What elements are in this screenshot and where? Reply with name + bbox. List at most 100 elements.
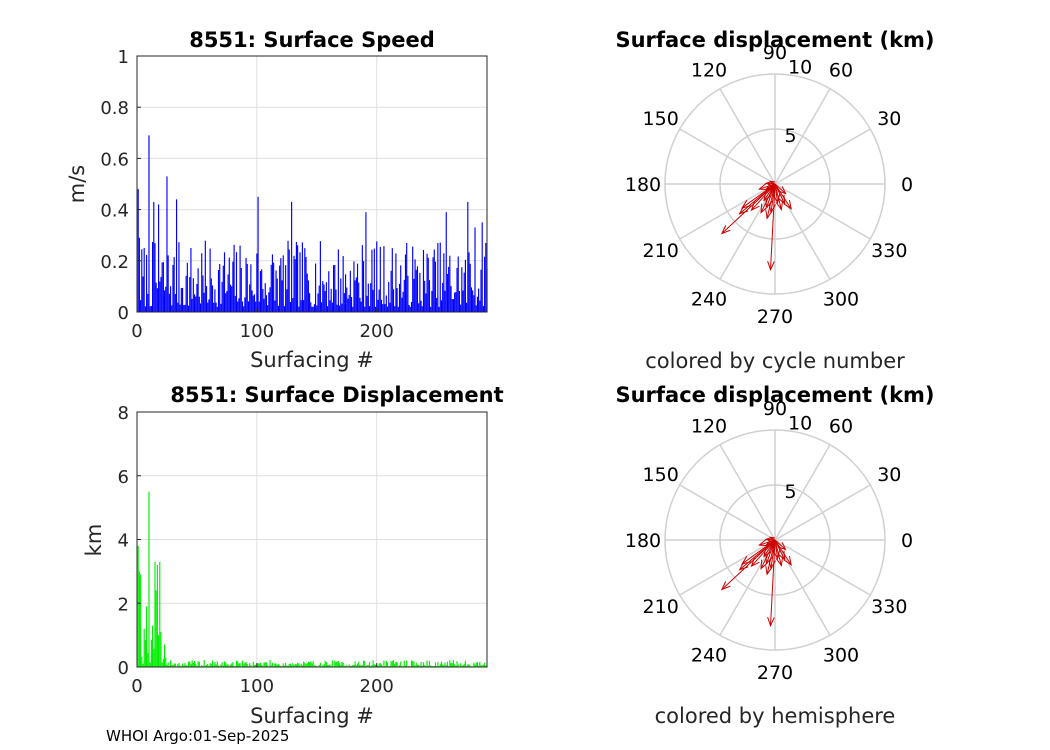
speed-ytick-label: 0 — [118, 303, 129, 324]
displacement-xlabel: Surfacing # — [250, 704, 374, 728]
polar-hemisphere-arrow-shaft — [766, 539, 776, 546]
polar-hemisphere-arrow-shaft — [721, 539, 776, 590]
displacement-bars — [137, 491, 488, 667]
polar-hemisphere-spoke — [774, 444, 831, 541]
polar-cycle-arrow-head — [768, 203, 776, 214]
displacement-gridlines — [137, 412, 487, 667]
polar-hemisphere-arrow-shaft — [774, 539, 786, 550]
polar-cycle-arrow-head — [765, 209, 773, 220]
polar-hemisphere-arrow-shaft — [766, 539, 776, 575]
polar-cycle-spoke — [719, 88, 776, 185]
polar-hemisphere-spoke — [679, 484, 776, 541]
polar-cycle-spoke — [774, 88, 831, 185]
polar-hemisphere-arrow-head — [775, 556, 784, 567]
polar-hemisphere-arrow-head — [760, 559, 769, 570]
polar-hemisphere-arrow-head — [765, 565, 773, 576]
polar-cycle-arrow-head — [783, 199, 792, 211]
polar-hemisphere-arrow-head — [750, 557, 760, 568]
polar-cycle-spoke — [679, 128, 776, 185]
speed-ticks: 0 100 200 0 0.2 0.4 0.6 0.8 1 — [100, 47, 394, 342]
speed-title: 8551: Surface Speed — [189, 28, 435, 52]
polar-cycle-arrow-shaft — [741, 183, 776, 209]
displacement-xtick-label: 0 — [131, 676, 142, 697]
speed-xtick-label: 200 — [360, 321, 394, 342]
polar-cycle-arrow-head — [765, 183, 773, 190]
polar-hemisphere-angle-label: 240 — [691, 644, 727, 666]
speed-ytick-label: 1 — [118, 47, 129, 68]
polar-hemisphere-arrow-head — [770, 540, 776, 548]
displacement-ticks: 0 100 200 0 2 4 6 8 — [118, 403, 394, 697]
polar-cycle-arrow-head — [767, 261, 775, 272]
polar-cycle-spoke — [774, 183, 831, 280]
polar-cycle-title: Surface displacement (km) — [615, 28, 934, 52]
polar-cycle-angle-label: 90 — [763, 42, 787, 64]
speed-bars — [137, 135, 488, 312]
polar-hemisphere-labels: 0 30 60 90 120 150 180 210 240 270 300 330 5 10 — [625, 398, 913, 684]
polar-hemisphere-arrow-head — [738, 561, 749, 571]
polar-cycle-angle-label: 180 — [625, 174, 661, 196]
polar-cycle-angle-label: 300 — [823, 288, 859, 310]
polar-hemisphere-angle-label: 180 — [625, 530, 661, 552]
polar-hemisphere-spoke — [679, 539, 776, 596]
speed-ytick-label: 0.8 — [100, 98, 129, 119]
polar-hemisphere-spoke — [774, 539, 871, 596]
polar-cycle-arrow-head — [758, 183, 769, 191]
polar-hemisphere-arrow-head — [772, 549, 781, 560]
polar-hemisphere-arrow-head — [720, 581, 731, 591]
polar-cycle-angle-label: 60 — [829, 60, 853, 82]
polar-hemisphere-title: Surface displacement (km) — [615, 383, 934, 407]
polar-cycle-arrow-shaft — [721, 183, 776, 234]
polar-hemisphere-angle-label: 90 — [763, 398, 787, 420]
polar-cycle-labels: 0 30 60 90 120 150 180 210 240 270 300 330 5 10 — [625, 42, 913, 328]
polar-cycle-arrow-head — [720, 225, 731, 235]
polar-cycle-spoke — [679, 183, 776, 240]
displacement-panel: 8551: Surface Displacement 0 100 20002468 … — [82, 383, 504, 728]
displacement-xtick-label: 100 — [240, 676, 274, 697]
polar-cycle-arrow-head — [770, 184, 776, 192]
polar-cycle-arrow-head — [775, 200, 784, 211]
polar-cycle-arrows — [720, 180, 792, 272]
displacement-ytick-label: 0 — [118, 658, 129, 679]
polar-cycle-arrow-shaft — [766, 182, 776, 185]
polar-hemisphere-radius-label: 5 — [785, 481, 797, 503]
polar-hemisphere-angle-label: 300 — [823, 644, 859, 666]
polar-hemisphere-angle-label: 210 — [643, 596, 679, 618]
polar-hemisphere-arrow-shaft — [741, 539, 776, 565]
polar-hemisphere-caption: colored by hemisphere — [655, 704, 896, 728]
polar-cycle-spoke — [774, 128, 871, 185]
speed-panel: 8551: Surface Speed 0 100 200 0 0.2 0.4 0.6 0.8… — [65, 28, 488, 372]
polar-cycle-arrow-head — [750, 201, 760, 212]
polar-hemisphere-spoke — [719, 444, 776, 541]
polar-cycle-angle-label: 270 — [757, 306, 793, 328]
polar-cycle-arrow-shaft — [774, 183, 786, 194]
polar-hemisphere-angle-label: 30 — [877, 464, 901, 486]
displacement-ytick-label: 2 — [118, 594, 129, 615]
speed-ytick-label: 0.2 — [100, 252, 129, 273]
polar-hemisphere-arrow-shaft — [770, 539, 776, 626]
polar-cycle-angle-label: 30 — [877, 108, 901, 130]
polar-hemisphere-angle-label: 150 — [643, 464, 679, 486]
speed-ylabel: m/s — [65, 165, 89, 203]
polar-cycle-arrow-head — [769, 180, 776, 186]
displacement-xtick-label: 200 — [360, 676, 394, 697]
speed-axes-box — [136, 55, 488, 313]
polar-hemisphere-arrow-shaft — [766, 538, 776, 541]
polar-hemisphere-arrow-head — [740, 556, 751, 565]
displacement-ytick-label: 4 — [118, 531, 129, 552]
polar-hemisphere-radius-label: 10 — [788, 413, 812, 435]
polar-cycle-arrow-shaft — [759, 183, 776, 190]
polar-cycle-arrow-shaft — [774, 183, 792, 210]
displacement-ytick-label: 8 — [118, 403, 129, 424]
polar-hemisphere-arrow-head — [763, 547, 772, 558]
polar-hemisphere-spoke — [774, 539, 831, 636]
polar-hemisphere-panel: Surface displacement (km) 0 30 60 90 120 150 1… — [615, 383, 934, 728]
polar-hemisphere-arrow-head — [777, 542, 787, 551]
polar-cycle-arrow-head — [760, 203, 769, 214]
polar-hemisphere-spoke — [774, 484, 871, 541]
polar-cycle-arrow-shaft — [766, 183, 776, 190]
polar-cycle-angle-label: 240 — [691, 288, 727, 310]
displacement-ylabel: km — [82, 524, 106, 557]
polar-cycle-arrow-head — [763, 191, 772, 202]
polar-hemisphere-arrow-head — [769, 536, 776, 542]
